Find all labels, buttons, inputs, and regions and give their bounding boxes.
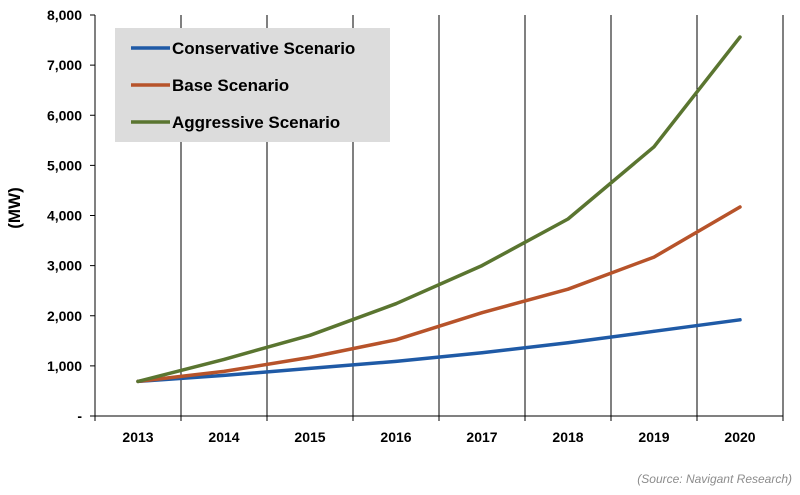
series-line-aggressive-scenario	[136, 35, 742, 384]
y-tick-label: 2,000	[47, 308, 82, 324]
data-point	[566, 217, 570, 221]
series-line-conservative-scenario	[136, 318, 742, 384]
legend-label: Base Scenario	[172, 76, 289, 95]
x-tick-label: 2015	[294, 429, 325, 445]
data-point	[652, 329, 656, 333]
data-point	[566, 341, 570, 345]
data-point	[308, 355, 312, 359]
series-lines	[136, 35, 742, 384]
data-point	[394, 302, 398, 306]
y-tick-label: 8,000	[47, 7, 82, 23]
y-tick-label: 4,000	[47, 208, 82, 224]
y-tick-label: 7,000	[47, 57, 82, 73]
data-point	[222, 357, 226, 361]
x-tick-label: 2020	[724, 429, 755, 445]
y-tick-labels: - 1,000 2,000 3,000 4,000 5,000 6,000 7,000 8,00…	[47, 7, 95, 424]
x-tick-label: 2017	[466, 429, 497, 445]
y-tick-label: 3,000	[47, 258, 82, 274]
data-point	[222, 369, 226, 373]
data-point	[308, 333, 312, 337]
series-line-base-scenario	[136, 205, 742, 384]
data-point	[652, 145, 656, 149]
x-tick-label: 2016	[380, 429, 411, 445]
data-point	[652, 255, 656, 259]
y-tick-label: 1,000	[47, 358, 82, 374]
series-aggressive-scenario	[136, 35, 742, 384]
x-tick-label: 2019	[638, 429, 669, 445]
data-point	[394, 338, 398, 342]
y-tick-label: 5,000	[47, 157, 82, 173]
data-point	[480, 311, 484, 315]
data-point	[480, 351, 484, 355]
x-tick-labels: 2013 2014 2015 2016 2017 2018 2019 2020	[122, 429, 755, 445]
y-tick-label: 6,000	[47, 107, 82, 123]
legend-label: Conservative Scenario	[172, 39, 355, 58]
legend: Conservative Scenario Base Scenario Aggres…	[115, 28, 390, 142]
data-point	[738, 35, 742, 39]
data-point	[738, 318, 742, 322]
source-note: (Source: Navigant Research)	[637, 472, 792, 486]
x-tick-label: 2014	[208, 429, 239, 445]
x-tick-label: 2013	[122, 429, 153, 445]
data-point	[308, 366, 312, 370]
y-axis-title: (MW)	[5, 187, 24, 229]
x-tick-label: 2018	[552, 429, 583, 445]
data-point	[136, 379, 140, 383]
data-point	[222, 373, 226, 377]
data-point	[738, 205, 742, 209]
data-point	[480, 264, 484, 268]
legend-label: Aggressive Scenario	[172, 113, 340, 132]
y-tick-label: -	[77, 408, 82, 424]
data-point	[394, 359, 398, 363]
data-point	[566, 287, 570, 291]
